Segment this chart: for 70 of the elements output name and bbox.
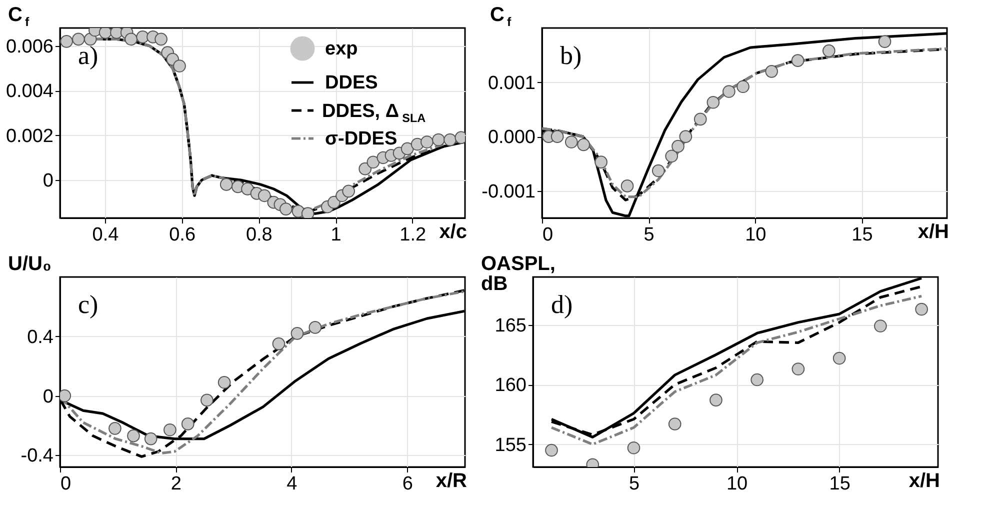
point xyxy=(627,441,640,454)
x-tick-label: 1 xyxy=(330,224,342,246)
point xyxy=(241,182,254,196)
x-axis-title: x/c xyxy=(439,221,467,243)
x-tick-label: 10 xyxy=(745,224,766,246)
point xyxy=(154,32,168,46)
point xyxy=(420,136,434,148)
point xyxy=(60,35,73,48)
x-tick-label: 0 xyxy=(542,224,554,246)
y-tick-label: 0 xyxy=(42,386,54,408)
x-tick-label: 6 xyxy=(402,474,413,494)
x-tick-label: 0.6 xyxy=(169,224,196,246)
y-tick-label: 0.006 xyxy=(6,36,54,58)
point xyxy=(358,162,372,176)
y-tick-label: 0.4 xyxy=(27,326,54,348)
y-tick-label: 160 xyxy=(494,375,526,396)
point xyxy=(400,142,414,156)
point xyxy=(280,202,292,216)
point xyxy=(328,196,340,209)
point xyxy=(301,207,314,218)
y-axis-title: U/U₀ xyxy=(8,253,52,275)
point xyxy=(110,28,123,39)
point xyxy=(124,32,138,46)
x-tick-label: 0.4 xyxy=(92,224,120,246)
point xyxy=(173,60,186,72)
x-tick-label: 0.8 xyxy=(246,224,272,246)
point xyxy=(710,394,722,406)
annotation: b) xyxy=(560,41,582,70)
legend-label: exp xyxy=(325,38,358,60)
legend-label: DDES xyxy=(325,72,378,94)
x-tick-label: 4 xyxy=(286,474,298,494)
point xyxy=(258,189,271,202)
point xyxy=(545,444,558,457)
point xyxy=(668,418,682,430)
point xyxy=(915,302,928,316)
point xyxy=(136,30,150,44)
x-tick-label: 5 xyxy=(628,474,640,494)
annotation: a) xyxy=(78,41,98,70)
y-tick-label: -0.4 xyxy=(20,446,54,467)
y-tick-label: 0.002 xyxy=(6,126,54,147)
x-tick-label: 5 xyxy=(644,224,654,246)
y-tick-label: 165 xyxy=(494,315,526,336)
y-tick-label: 0.004 xyxy=(6,81,54,102)
legend-label: σ-DDES xyxy=(325,128,398,150)
point xyxy=(792,362,805,376)
y-tick-label: 0 xyxy=(42,170,54,192)
point xyxy=(832,352,846,365)
x-tick-label: 15 xyxy=(829,474,850,494)
point xyxy=(750,373,764,386)
y-tick-label: 0.001 xyxy=(488,72,536,94)
point xyxy=(220,178,233,191)
x-tick-label: 1.2 xyxy=(400,224,426,246)
point xyxy=(874,320,887,332)
point xyxy=(342,184,355,198)
point xyxy=(444,133,456,146)
y-tick-label: 155 xyxy=(494,434,526,456)
x-tick-label: 0 xyxy=(60,474,72,494)
x-axis-title: x/H xyxy=(908,470,940,492)
point xyxy=(366,156,380,169)
x-axis-title: x/H xyxy=(918,221,949,243)
point xyxy=(98,28,112,39)
x-tick-label: 2 xyxy=(170,474,182,494)
x-axis-title: x/R xyxy=(436,470,468,492)
annotation: c) xyxy=(78,290,98,319)
point xyxy=(432,133,445,146)
x-tick-label: 10 xyxy=(726,474,748,494)
y-tick-label: 0.000 xyxy=(488,127,536,148)
x-tick-label: 15 xyxy=(852,224,873,246)
y-tick-label: -0.001 xyxy=(482,181,536,202)
point xyxy=(72,32,85,46)
